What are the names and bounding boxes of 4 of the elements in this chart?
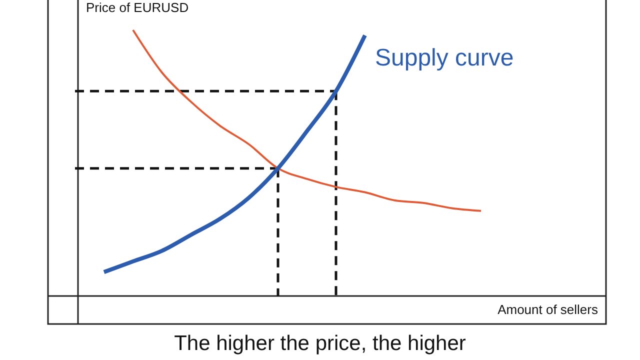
x-axis-title: Amount of sellers	[498, 302, 598, 317]
text: The higher the price, the higher	[174, 332, 466, 355]
series-label: Supply curve	[375, 44, 514, 72]
y-axis-title: Price of EURUSD	[86, 0, 189, 15]
